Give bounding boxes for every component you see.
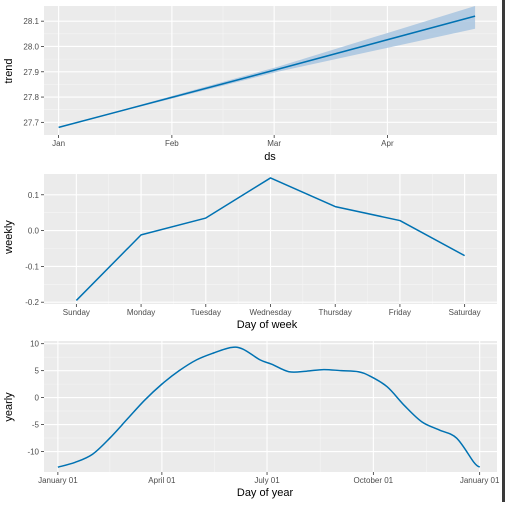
- yearly-marks: [57, 346, 481, 468]
- weekly-series-line: [75, 177, 465, 301]
- window-edge: [502, 0, 505, 502]
- weekly-gridlines: [44, 174, 497, 304]
- yearly-axis-ticks: -10 -5 0 5 10 January 01 April 01 July 01 Octobe…: [27, 340, 500, 485]
- weekly-marks: [75, 177, 465, 301]
- yearly-panel: -10 -5 0 5 10 January 01 April 01 July 01 Octobe…: [3, 340, 500, 499]
- trend-series-line: [58, 15, 476, 129]
- yearly-x-tick-label: January 01: [460, 476, 500, 485]
- trend-panel: 27.7 27.8 27.9 28.0 28.1 Jan Feb Mar Apr ds tren…: [3, 6, 497, 163]
- yearly-y-tick-label: 0: [35, 394, 40, 403]
- trend-marks: [58, 6, 476, 129]
- yearly-x-tick-label: October 01: [354, 476, 394, 485]
- trend-axis-ticks: 27.7 27.8 27.9 28.0 28.1 Jan Feb Mar Apr: [23, 17, 394, 148]
- yearly-y-tick-label: -10: [27, 448, 39, 457]
- weekly-y-tick-label: 0.0: [28, 227, 40, 236]
- yearly-x-tick-label: April 01: [148, 476, 176, 485]
- yearly-y-tick-label: -5: [32, 421, 40, 430]
- weekly-x-tick-label: Tuesday: [191, 308, 221, 317]
- weekly-axis-ticks: -0.2 -0.1 0.0 0.1 Sunday Monday Tuesday Wednesd…: [25, 191, 480, 317]
- trend-x-axis-title: ds: [264, 151, 276, 163]
- weekly-y-axis-title: weekly: [3, 220, 15, 255]
- trend-x-tick-label: Apr: [381, 139, 394, 148]
- yearly-x-tick-label: January 01: [38, 476, 78, 485]
- yearly-y-tick-label: 10: [30, 340, 39, 349]
- weekly-x-tick-label: Wednesday: [249, 308, 291, 317]
- weekly-panel: -0.2 -0.1 0.0 0.1 Sunday Monday Tuesday Wednesd…: [3, 174, 497, 331]
- yearly-plot-area: [44, 341, 497, 472]
- weekly-x-tick-label: Friday: [389, 308, 411, 317]
- trend-y-axis-title: trend: [3, 58, 15, 83]
- yearly-x-axis-title: Day of year: [237, 487, 294, 499]
- trend-y-tick-label: 27.7: [23, 118, 39, 127]
- trend-y-tick-label: 27.8: [23, 93, 39, 102]
- weekly-x-tick-label: Monday: [127, 308, 155, 317]
- trend-x-tick-label: Feb: [165, 139, 179, 148]
- trend-y-tick-label: 27.9: [23, 68, 39, 77]
- weekly-y-tick-label: 0.1: [28, 191, 40, 200]
- weekly-y-tick-label: -0.1: [25, 262, 39, 271]
- weekly-x-axis-title: Day of week: [237, 319, 298, 331]
- trend-x-tick-label: Jan: [52, 139, 65, 148]
- trend-y-tick-label: 28.1: [23, 17, 39, 26]
- yearly-series-line: [57, 346, 481, 468]
- weekly-x-tick-label: Thursday: [319, 308, 352, 317]
- yearly-x-tick-label: July 01: [254, 476, 280, 485]
- yearly-y-tick-label: 5: [35, 367, 40, 376]
- yearly-gridlines: [44, 341, 497, 472]
- weekly-x-tick-label: Sunday: [63, 308, 90, 317]
- trend-x-tick-label: Mar: [267, 139, 281, 148]
- yearly-y-axis-title: yearly: [3, 392, 15, 422]
- weekly-y-tick-label: -0.2: [25, 298, 39, 307]
- trend-y-tick-label: 28.0: [23, 42, 39, 51]
- weekly-x-tick-label: Saturday: [449, 308, 481, 317]
